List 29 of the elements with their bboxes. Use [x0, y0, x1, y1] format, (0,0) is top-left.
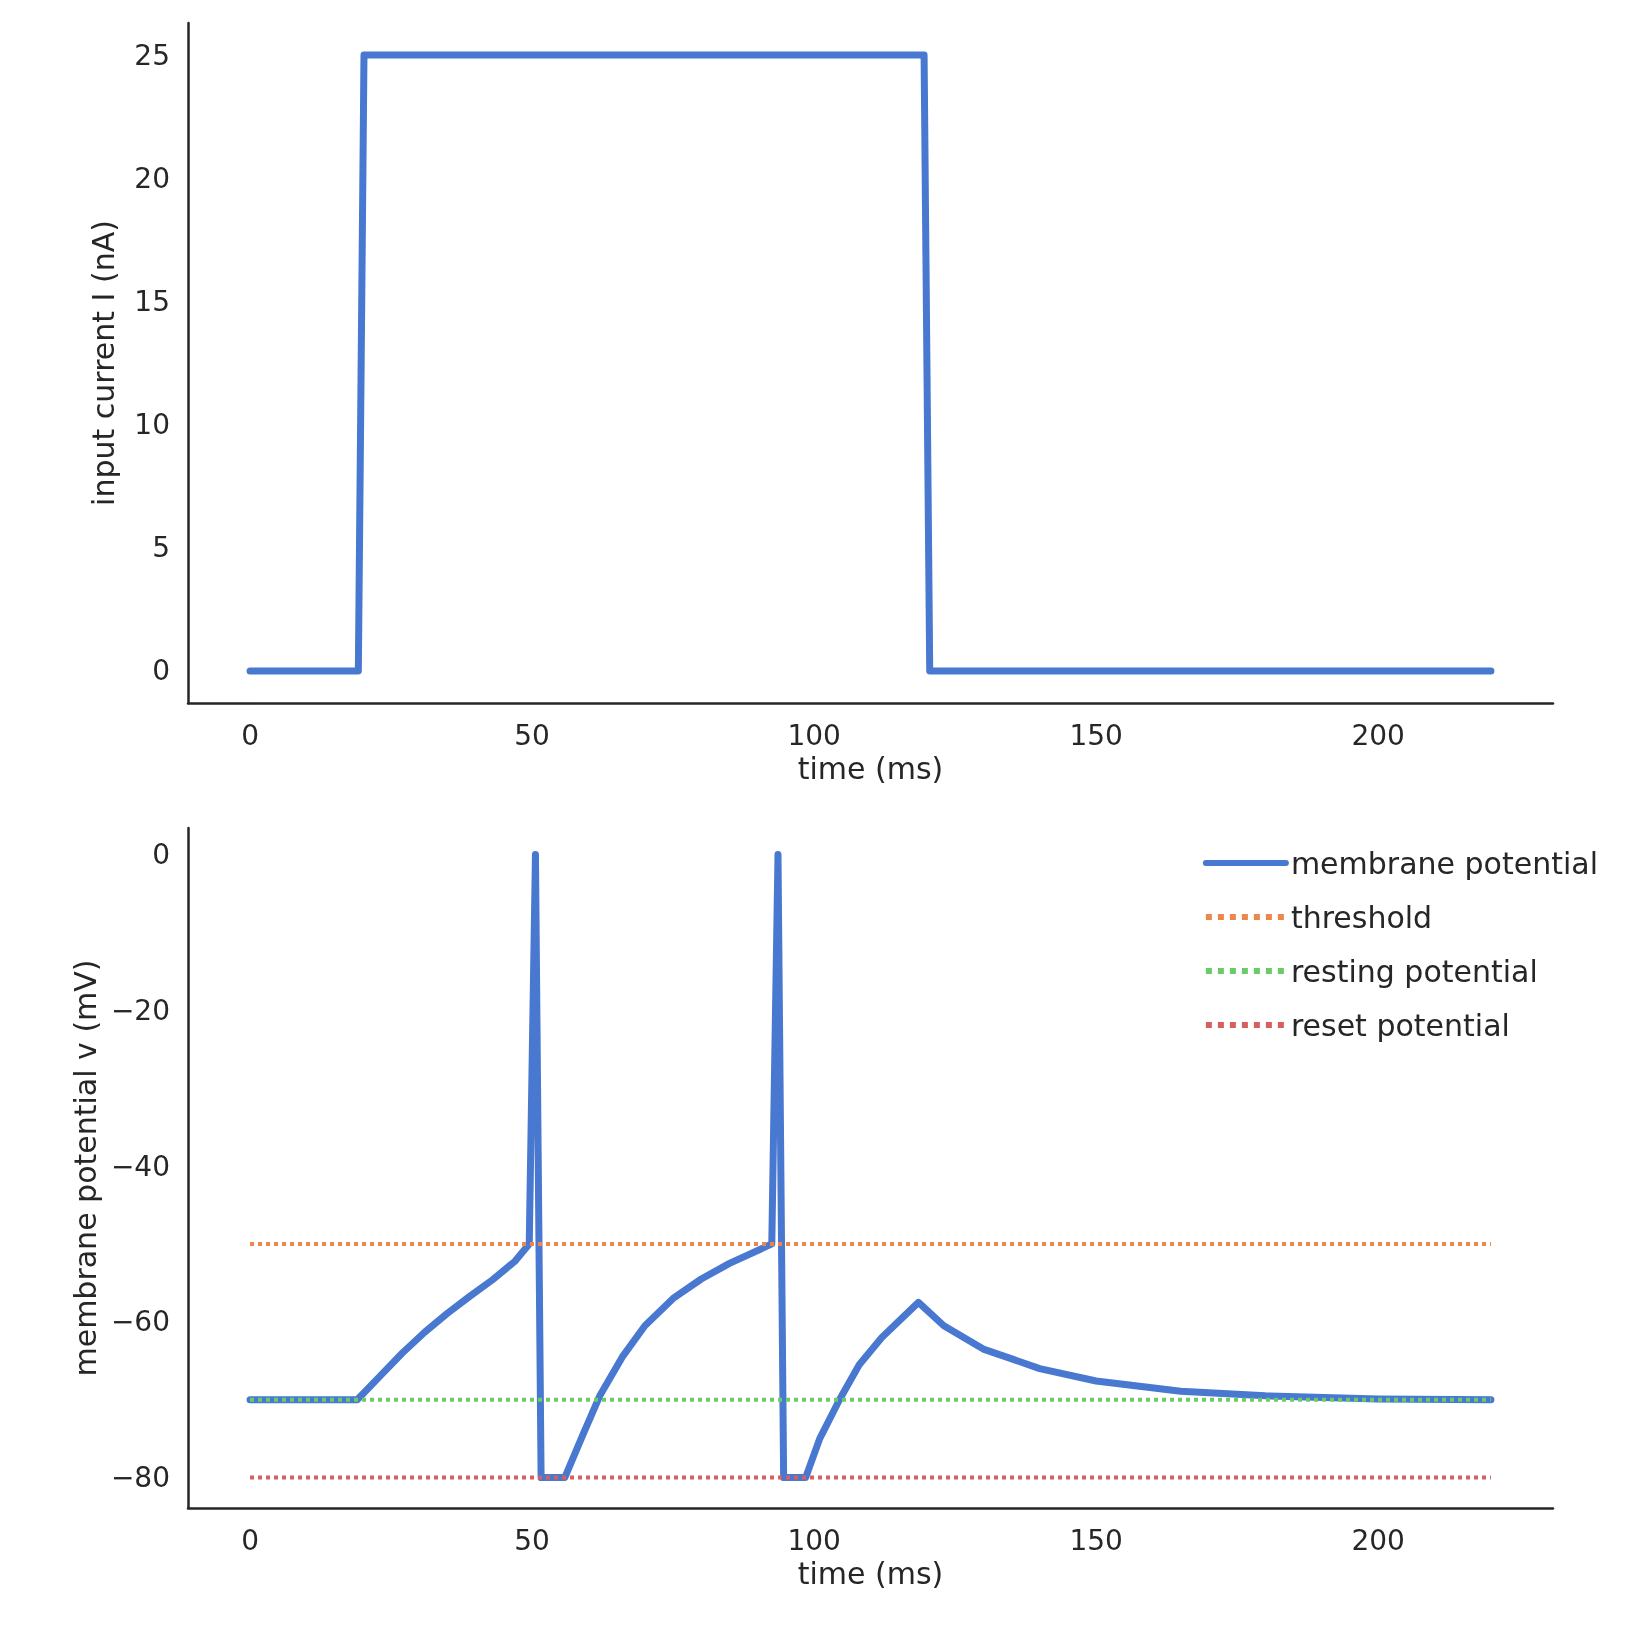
y-tick-label: 5 [152, 531, 170, 565]
y-tick-label: 0 [152, 837, 170, 871]
y-tick-label: −20 [110, 993, 170, 1027]
y-tick-label: 25 [134, 38, 170, 72]
y-tick-label: −40 [110, 1149, 170, 1183]
x-axis-title: time (ms) [797, 751, 944, 787]
y-tick-label: −80 [110, 1461, 170, 1495]
legend-label: threshold [1290, 899, 1433, 935]
x-axis-title: time (ms) [797, 1556, 944, 1592]
x-tick-label: 50 [514, 718, 550, 752]
legend-label: resting potential [1290, 953, 1538, 989]
x-tick-label: 0 [241, 718, 259, 752]
x-tick-label: 100 [787, 718, 841, 752]
x-tick-label: 150 [1069, 1523, 1123, 1557]
x-tick-label: 100 [787, 1523, 841, 1557]
y-tick-label: −60 [110, 1305, 170, 1339]
x-tick-label: 200 [1351, 1523, 1405, 1557]
y-axis-title: input current I (nA) [85, 220, 121, 506]
y-tick-label: 20 [134, 161, 170, 195]
y-tick-label: 10 [134, 408, 170, 442]
x-tick-label: 200 [1351, 718, 1405, 752]
x-tick-label: 0 [241, 1523, 259, 1557]
x-tick-label: 50 [514, 1523, 550, 1557]
y-tick-label: 0 [152, 654, 170, 688]
y-tick-label: 15 [134, 284, 170, 318]
x-tick-label: 150 [1069, 718, 1123, 752]
legend-label: reset potential [1290, 1007, 1510, 1043]
y-axis-title: membrane potential v (mV) [67, 959, 103, 1377]
legend-label: membrane potential [1290, 845, 1599, 881]
